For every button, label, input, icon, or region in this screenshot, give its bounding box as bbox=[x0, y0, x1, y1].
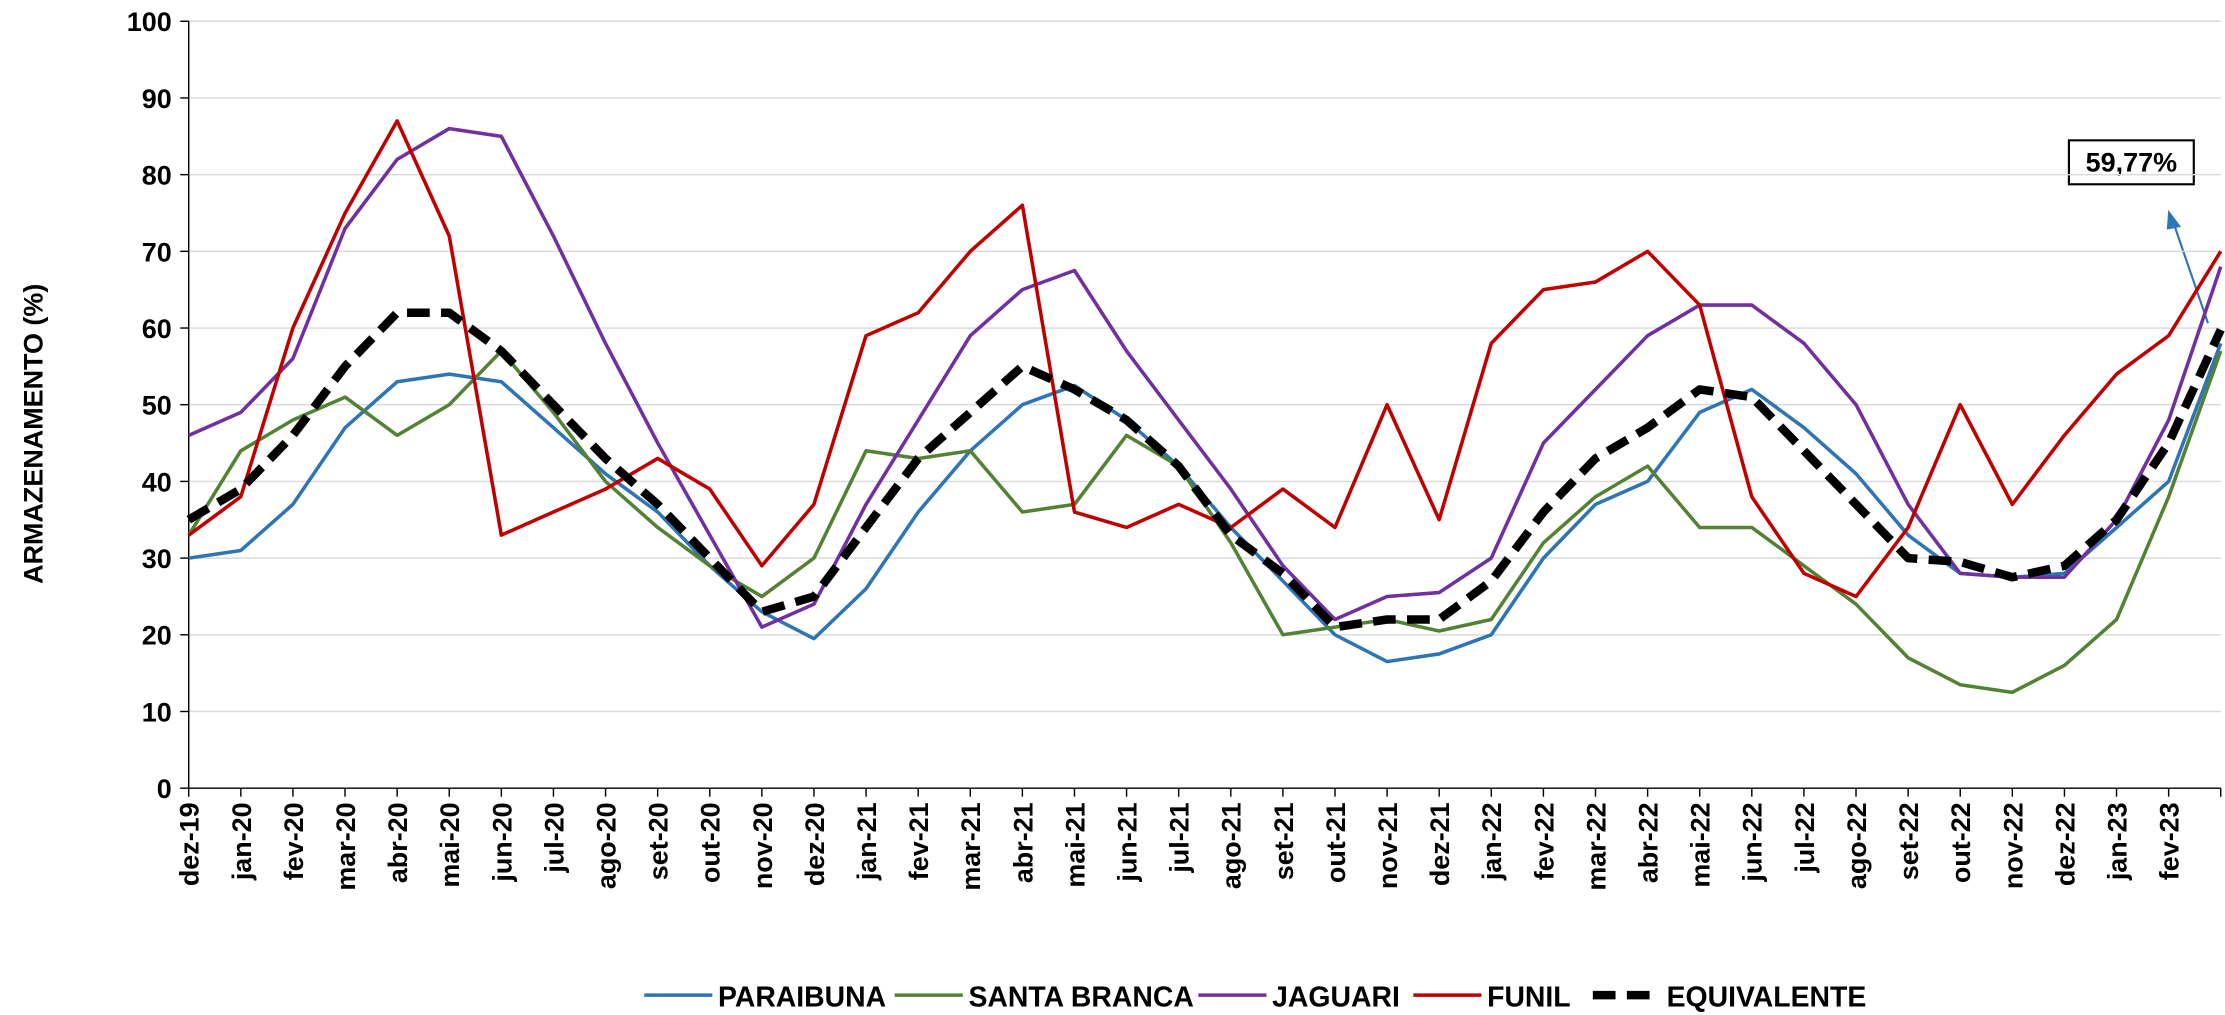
annotation-arrowhead bbox=[2166, 209, 2182, 230]
x-tick-label: set-22 bbox=[1894, 802, 1924, 880]
series-line bbox=[188, 126, 2223, 629]
y-tick-label: 90 bbox=[142, 84, 172, 114]
y-tick-label: 40 bbox=[142, 467, 172, 497]
x-tick-label: nov-21 bbox=[1373, 802, 1403, 889]
x-tick-label: dez-21 bbox=[1425, 802, 1455, 886]
x-tick-label: jun-20 bbox=[487, 802, 517, 882]
y-tick-label: 70 bbox=[142, 237, 172, 267]
y-tick-label: 80 bbox=[142, 161, 172, 191]
x-tick-label: out-21 bbox=[1321, 802, 1351, 883]
x-tick-label: jan-22 bbox=[1477, 802, 1507, 881]
series-line bbox=[187, 349, 2223, 695]
x-tick-label: ago-20 bbox=[591, 802, 621, 889]
legend-label: SANTA BRANCA bbox=[968, 982, 1193, 1014]
x-tick-label: mai-20 bbox=[435, 802, 465, 887]
legend-label: PARAIBUNA bbox=[718, 982, 886, 1014]
x-tick-label: fev-21 bbox=[904, 802, 934, 880]
x-tick-label: dez-19 bbox=[175, 802, 205, 886]
annotation-arrow bbox=[2172, 223, 2209, 324]
x-tick-label: nov-20 bbox=[748, 802, 778, 889]
x-tick-label: fev-20 bbox=[279, 802, 309, 880]
y-tick-label: 50 bbox=[142, 391, 172, 421]
x-tick-label: mai-22 bbox=[1686, 802, 1716, 887]
x-tick-label: out-22 bbox=[1946, 802, 1976, 883]
x-tick-label: fev-23 bbox=[2155, 802, 2185, 880]
x-tick-label: ago-21 bbox=[1217, 802, 1247, 889]
x-tick-label: fev-22 bbox=[1529, 802, 1559, 880]
y-tick-label: 100 bbox=[127, 7, 172, 37]
annotation-box bbox=[2067, 139, 2195, 186]
x-tick-label: nov-22 bbox=[1998, 802, 2028, 889]
x-tick-label: set-20 bbox=[644, 802, 674, 880]
x-tick-label: abr-21 bbox=[1008, 802, 1038, 883]
x-tick-label: jun-22 bbox=[1738, 802, 1768, 882]
y-tick-label: 60 bbox=[142, 314, 172, 344]
x-tick-label: mai-21 bbox=[1060, 802, 1090, 887]
series-line bbox=[186, 308, 2225, 632]
x-tick-label: mar-21 bbox=[956, 802, 986, 890]
x-tick-label: ago-22 bbox=[1842, 802, 1872, 889]
x-tick-label: abr-20 bbox=[383, 802, 413, 883]
legend-label: FUNIL bbox=[1487, 982, 1571, 1014]
x-tick-label: jan-21 bbox=[852, 802, 882, 881]
y-axis-label: ARMAZENAMENTO (%) bbox=[19, 284, 49, 584]
x-tick-label: set-21 bbox=[1269, 802, 1299, 880]
y-tick-label: 0 bbox=[157, 774, 172, 804]
x-tick-label: jul-20 bbox=[539, 802, 569, 873]
legend-label: EQUIVALENTE bbox=[1667, 982, 1867, 1014]
y-tick-label: 30 bbox=[142, 544, 172, 574]
x-tick-label: mar-20 bbox=[331, 802, 361, 890]
x-tick-label: dez-22 bbox=[2050, 802, 2080, 886]
series-line bbox=[187, 119, 2223, 599]
x-tick-label: jul-21 bbox=[1165, 802, 1195, 873]
y-tick-label: 20 bbox=[142, 621, 172, 651]
legend-label: JAGUARI bbox=[1272, 982, 1400, 1014]
x-tick-label: out-20 bbox=[696, 802, 726, 883]
x-tick-label: jan-23 bbox=[2102, 802, 2132, 881]
x-tick-label: abr-22 bbox=[1634, 802, 1664, 883]
x-tick-label: jul-22 bbox=[1790, 802, 1820, 873]
x-tick-label: jan-20 bbox=[227, 802, 257, 881]
annotation: 59,77% bbox=[2086, 148, 2177, 178]
y-tick-label: 10 bbox=[142, 697, 172, 727]
x-tick-label: dez-20 bbox=[800, 802, 830, 886]
x-tick-label: mar-22 bbox=[1581, 802, 1611, 890]
x-tick-label: jun-21 bbox=[1113, 802, 1143, 882]
